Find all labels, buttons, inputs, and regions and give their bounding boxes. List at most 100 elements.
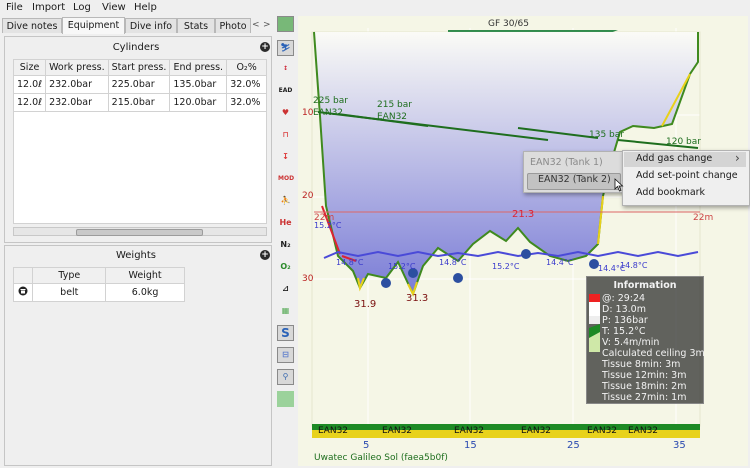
temp-label: 14.4°C — [546, 258, 574, 267]
cell[interactable]: 12.0ℓ — [12, 75, 47, 94]
tab-dive-info[interactable]: Dive info — [125, 18, 177, 33]
submenu-tank1[interactable]: EAN32 (Tank 1) — [530, 157, 603, 168]
he-icon[interactable]: He — [279, 218, 292, 227]
info-depth: D: 13.0m — [602, 304, 646, 315]
col-work-press[interactable]: Work press. — [45, 59, 109, 76]
cylinders-empty-area — [13, 112, 267, 224]
tab-scroll-left-icon[interactable]: < — [252, 20, 260, 30]
cell[interactable]: 232.0bar — [45, 93, 109, 112]
add-cylinder-button[interactable]: + — [260, 42, 270, 52]
menu-add-bookmark[interactable]: Add bookmark — [636, 187, 706, 198]
cell[interactable]: 232.0bar — [45, 75, 109, 94]
depth-tick-20: 20 — [302, 191, 314, 201]
menu-highlight — [624, 152, 746, 167]
tank-icon[interactable]: ⊟ — [277, 347, 294, 363]
table-row[interactable]: 12.0ℓ 232.0bar 215.0bar 120.0bar 32.0% — [12, 93, 267, 112]
table-row[interactable]: belt 6.0kg — [12, 283, 185, 302]
menu-bar: File Import Log View Help — [0, 0, 750, 16]
info-temperature: T: 15.2°C — [602, 326, 646, 337]
pressure-label-215: 215 bar — [377, 100, 412, 110]
delete-weight-button[interactable] — [12, 283, 34, 302]
ead-icon[interactable]: ↕ — [282, 65, 289, 72]
cell[interactable]: 215.0bar — [107, 93, 171, 112]
depth-marker: 31.3 — [406, 293, 429, 304]
mouse-cursor-icon — [614, 178, 624, 192]
temp-label: 15.2°C — [388, 262, 416, 271]
temp-label: 14.4°C — [598, 264, 626, 273]
tissue-icon[interactable]: ▦ — [281, 306, 290, 315]
calc-icon[interactable]: ⛷ — [277, 40, 294, 56]
profile-context-menu: Add gas change › Add set-point change Ad… — [622, 150, 750, 206]
ceiling-label-left: 22m — [314, 213, 335, 223]
cell[interactable]: 6.0kg — [105, 283, 185, 302]
menu-help[interactable]: Help — [134, 2, 157, 13]
add-weight-button[interactable]: + — [260, 250, 270, 260]
cell[interactable]: belt — [32, 283, 107, 302]
menu-add-setpoint[interactable]: Add set-point change — [636, 170, 738, 181]
profile-icon[interactable] — [277, 16, 294, 32]
submenu-arrow-icon: › — [735, 151, 740, 165]
tab-scroll-right-icon[interactable]: > — [263, 20, 271, 30]
temp-label: 15.2°C — [314, 221, 342, 230]
temperature-line — [323, 250, 699, 259]
menu-log[interactable]: Log — [73, 2, 91, 13]
ceiling2-icon[interactable]: ↧ — [282, 152, 289, 161]
menu-add-gas-change[interactable]: Add gas change — [636, 153, 713, 164]
cylinders-title: Cylinders — [112, 42, 160, 53]
cell[interactable]: 225.0bar — [107, 75, 171, 94]
mod-icon[interactable]: MOD — [278, 175, 295, 182]
temp-label: 14.8°C — [336, 258, 364, 267]
cell[interactable]: 32.0% — [226, 75, 267, 94]
tank-pressure-lines — [317, 111, 699, 149]
time-tick-35: 35 — [673, 440, 686, 451]
menu-import[interactable]: Import — [32, 2, 66, 13]
trash-icon — [18, 286, 28, 296]
ascent-rate-segments — [357, 73, 691, 297]
col-weight[interactable]: Weight — [105, 267, 185, 284]
info-ceiling: Calculated ceiling 3m — [602, 348, 705, 359]
col-type[interactable]: Type — [32, 267, 107, 284]
o2-icon[interactable]: O₂ — [280, 262, 291, 271]
cell[interactable]: 135.0bar — [169, 75, 228, 94]
depth-tick-30: 30 — [302, 274, 314, 284]
n2-icon[interactable]: N₂ — [280, 240, 291, 249]
tab-photo[interactable]: Photo — [215, 18, 251, 33]
menu-view[interactable]: View — [102, 2, 126, 13]
heatmap-icon[interactable] — [277, 391, 294, 407]
table-row[interactable]: 12.0ℓ 232.0bar 225.0bar 135.0bar 32.0% — [12, 75, 267, 94]
pressure-label-225: 225 bar — [313, 96, 348, 106]
tab-dive-notes[interactable]: Dive notes — [2, 18, 62, 33]
profile-canvas[interactable] — [298, 16, 748, 466]
pressure-icon[interactable]: ⊿ — [282, 284, 289, 293]
person-icon[interactable]: ⚲ — [277, 369, 294, 385]
ead-label-icon[interactable]: EAD — [278, 87, 293, 94]
dive-computer-label: Uwatec Galileo Sol (faea5b0f) — [314, 453, 448, 463]
diver-icon[interactable]: ⛹ — [280, 196, 291, 205]
scrollbar-thumb[interactable] — [76, 229, 203, 236]
depth-tick-10: 10 — [302, 108, 314, 118]
cell[interactable]: 12.0ℓ — [12, 93, 47, 112]
col-end-press[interactable]: End press. — [169, 59, 228, 76]
ceiling-label: 22m — [693, 213, 714, 223]
depth-marker: 31.9 — [354, 299, 377, 310]
ceiling-icon[interactable]: ⊓ — [282, 130, 289, 139]
cell[interactable]: 32.0% — [226, 93, 267, 112]
info-tissue-8: Tissue 8min: 3m — [602, 359, 681, 370]
gas-label-tank2: EAN32 — [377, 112, 408, 122]
col-start-press[interactable]: Start press. — [107, 59, 171, 76]
temp-label: 15.2°C — [492, 262, 520, 271]
s-icon[interactable]: S — [277, 325, 294, 341]
tab-equipment[interactable]: Equipment — [62, 17, 125, 34]
gf-label: GF 30/65 — [488, 19, 529, 29]
menu-file[interactable]: File — [6, 2, 23, 13]
cylinders-panel: Cylinders + Size Work press. Start press… — [4, 36, 272, 243]
pressure-label-135: 135 bar — [589, 130, 624, 140]
submenu-tank2[interactable]: EAN32 (Tank 2) — [538, 174, 611, 185]
heart-icon[interactable]: ♥ — [281, 108, 290, 117]
col-o2[interactable]: O₂% — [226, 59, 267, 76]
col-delete — [12, 267, 34, 284]
col-size[interactable]: Size — [12, 59, 47, 76]
cylinders-scrollbar[interactable] — [13, 227, 267, 236]
cell[interactable]: 120.0bar — [169, 93, 228, 112]
tab-stats[interactable]: Stats — [177, 18, 215, 33]
